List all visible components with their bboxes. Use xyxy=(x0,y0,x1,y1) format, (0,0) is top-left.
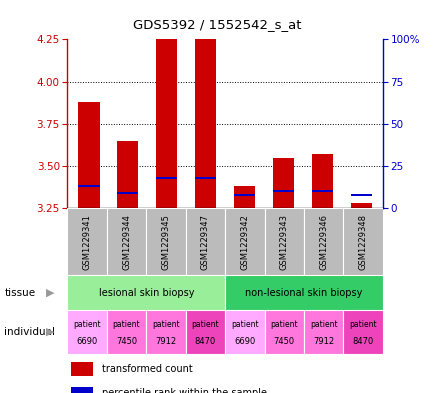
Bar xyxy=(225,310,264,354)
Text: ▶: ▶ xyxy=(46,327,54,337)
Text: GSM1229342: GSM1229342 xyxy=(240,214,249,270)
Text: patient: patient xyxy=(270,320,297,329)
Bar xyxy=(225,275,382,310)
Text: 6690: 6690 xyxy=(76,337,98,346)
Bar xyxy=(107,208,146,275)
Text: 8470: 8470 xyxy=(352,337,373,346)
Text: GSM1229346: GSM1229346 xyxy=(319,214,327,270)
Text: non-lesional skin biopsy: non-lesional skin biopsy xyxy=(245,288,362,298)
Bar xyxy=(264,208,303,275)
Text: GSM1229344: GSM1229344 xyxy=(122,214,131,270)
Bar xyxy=(156,36,177,208)
Text: 7450: 7450 xyxy=(116,337,137,346)
Bar xyxy=(156,177,177,179)
Bar xyxy=(233,186,255,208)
Text: 7912: 7912 xyxy=(312,337,333,346)
Bar xyxy=(194,36,216,208)
Bar xyxy=(117,141,138,208)
Bar xyxy=(67,208,107,275)
Text: patient: patient xyxy=(152,320,179,329)
Bar xyxy=(194,177,216,179)
Bar xyxy=(67,275,225,310)
Bar xyxy=(264,310,303,354)
Bar xyxy=(107,310,146,354)
Bar xyxy=(78,185,99,187)
Text: patient: patient xyxy=(230,320,258,329)
Text: patient: patient xyxy=(73,320,101,329)
Bar xyxy=(311,154,332,208)
Bar xyxy=(233,194,255,196)
Bar xyxy=(117,192,138,194)
Bar xyxy=(185,208,225,275)
Text: 8470: 8470 xyxy=(194,337,216,346)
Text: 6690: 6690 xyxy=(233,337,255,346)
Bar xyxy=(350,194,371,196)
Bar xyxy=(350,203,371,208)
Text: GSM1229348: GSM1229348 xyxy=(358,214,367,270)
Text: lesional skin biopsy: lesional skin biopsy xyxy=(98,288,194,298)
Bar xyxy=(225,208,264,275)
Bar xyxy=(70,387,92,393)
Bar xyxy=(303,310,342,354)
Bar xyxy=(185,310,225,354)
Bar xyxy=(303,208,342,275)
Text: GSM1229345: GSM1229345 xyxy=(161,214,170,270)
Text: individual: individual xyxy=(4,327,55,337)
Bar xyxy=(70,362,92,376)
Bar xyxy=(272,158,293,208)
Text: percentile rank within the sample: percentile rank within the sample xyxy=(102,388,266,393)
Bar xyxy=(342,208,382,275)
Bar xyxy=(146,310,185,354)
Text: 7912: 7912 xyxy=(155,337,176,346)
Bar xyxy=(146,208,185,275)
Text: patient: patient xyxy=(112,320,140,329)
Text: patient: patient xyxy=(191,320,219,329)
Bar xyxy=(311,190,332,193)
Text: GSM1229341: GSM1229341 xyxy=(82,214,92,270)
Text: GDS5392 / 1552542_s_at: GDS5392 / 1552542_s_at xyxy=(133,18,301,31)
Bar xyxy=(67,310,107,354)
Text: 7450: 7450 xyxy=(273,337,294,346)
Text: tissue: tissue xyxy=(4,288,36,298)
Text: patient: patient xyxy=(309,320,337,329)
Text: GSM1229347: GSM1229347 xyxy=(201,214,210,270)
Bar xyxy=(78,102,99,208)
Text: ▶: ▶ xyxy=(46,288,54,298)
Text: GSM1229343: GSM1229343 xyxy=(279,214,288,270)
Bar xyxy=(272,190,293,193)
Bar xyxy=(342,310,382,354)
Text: patient: patient xyxy=(349,320,376,329)
Text: transformed count: transformed count xyxy=(102,364,192,374)
